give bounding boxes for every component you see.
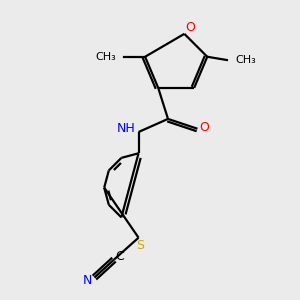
Text: N: N — [82, 274, 92, 287]
Text: O: O — [200, 121, 210, 134]
Text: C: C — [116, 250, 124, 263]
Text: CH₃: CH₃ — [235, 55, 256, 65]
Text: CH₃: CH₃ — [95, 52, 116, 62]
Text: S: S — [136, 239, 144, 252]
Text: NH: NH — [117, 122, 136, 135]
Text: O: O — [185, 21, 195, 34]
